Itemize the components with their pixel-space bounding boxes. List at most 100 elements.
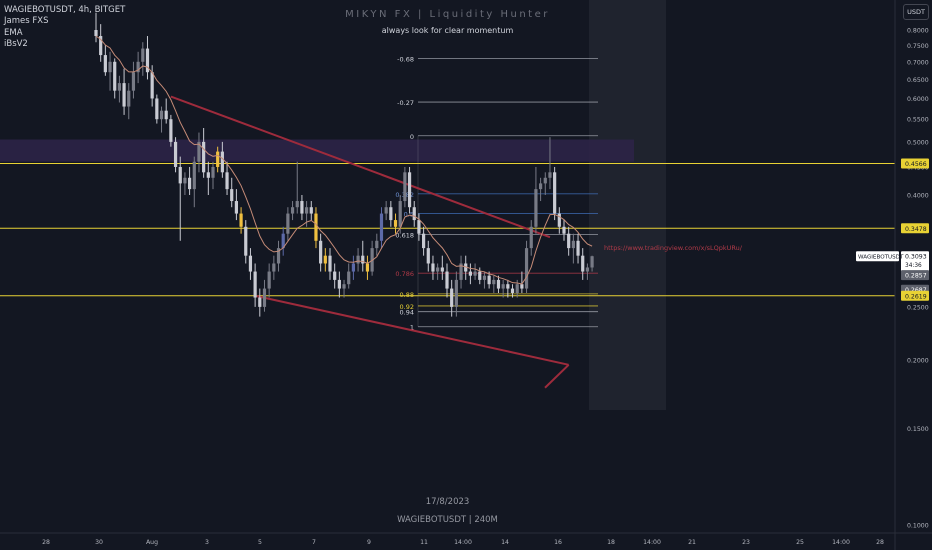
candle-body-49 bbox=[323, 255, 327, 264]
watermark-symbol: WAGIEBOTUSDT | 240M bbox=[397, 515, 498, 525]
candle-body-58 bbox=[365, 263, 370, 272]
candle-body-25 bbox=[211, 166, 215, 178]
candle-body-42 bbox=[290, 207, 295, 214]
candle-body-31 bbox=[239, 213, 243, 227]
candle-body-18 bbox=[178, 166, 182, 184]
candle-body-17 bbox=[173, 141, 178, 167]
candle-body-8 bbox=[131, 72, 136, 91]
fib-label-10: 1 bbox=[410, 324, 414, 332]
candle-body-2 bbox=[103, 55, 107, 73]
x-tick-9: 14 bbox=[501, 539, 509, 546]
candle-body-10 bbox=[141, 48, 145, 62]
x-tick-2: Aug bbox=[146, 539, 158, 546]
candle-body-21 bbox=[192, 161, 196, 190]
symbol-info: WAGIEBOTUSDT, 4h, BITGET bbox=[4, 5, 126, 15]
candle-body-45 bbox=[305, 207, 309, 214]
price-label-bg-0 bbox=[901, 158, 929, 169]
candle-body-70 bbox=[422, 233, 426, 249]
current-symbol: WAGIEBOTUSDT bbox=[858, 255, 904, 261]
candle-body-26 bbox=[216, 151, 220, 167]
fib-label-7: 0.88 bbox=[400, 291, 414, 299]
candle-body-15 bbox=[164, 110, 168, 120]
candle-body-41 bbox=[286, 213, 290, 234]
candle-body-71 bbox=[426, 248, 430, 264]
candle-body-57 bbox=[361, 255, 365, 264]
fib-label-8: 0.92 bbox=[400, 303, 414, 311]
candle-body-79 bbox=[464, 263, 468, 272]
candle-body-82 bbox=[478, 271, 482, 280]
price-label-3: 0.2857 bbox=[905, 273, 927, 280]
y-tick-6: 0.5000 bbox=[907, 139, 929, 146]
candle-body-22 bbox=[197, 141, 201, 162]
price-label-2: 0.3093 bbox=[905, 254, 927, 261]
currency-button[interactable]: USDT bbox=[903, 4, 929, 20]
candle-body-36 bbox=[262, 288, 267, 307]
trendline-1 bbox=[254, 294, 569, 366]
candle-body-77 bbox=[454, 279, 458, 307]
candle-body-73 bbox=[436, 267, 440, 272]
candle-body-99 bbox=[557, 213, 561, 227]
candle-body-34 bbox=[253, 271, 257, 298]
candle-body-69 bbox=[417, 220, 421, 234]
y-tick-14: 0.1000 bbox=[907, 523, 929, 530]
price-label-4: 0.2687 bbox=[905, 287, 927, 294]
price-countdown: 34:36 bbox=[905, 263, 922, 269]
candle-body-101 bbox=[567, 233, 571, 249]
candle-body-14 bbox=[159, 110, 164, 120]
candle-body-88 bbox=[506, 284, 510, 289]
price-label-bg-1 bbox=[901, 223, 929, 234]
current-symbol-bg bbox=[856, 251, 899, 262]
x-tick-17: 28 bbox=[876, 539, 884, 546]
candle-body-9 bbox=[136, 61, 140, 73]
candle-body-32 bbox=[244, 226, 248, 256]
y-tick-2: 0.7000 bbox=[907, 59, 929, 66]
candle-body-74 bbox=[440, 267, 444, 272]
candle-body-68 bbox=[412, 207, 416, 221]
candle-body-85 bbox=[492, 279, 496, 285]
watermark-subtitle: always look for clear momentum bbox=[381, 26, 514, 35]
candle-body-5 bbox=[117, 83, 121, 91]
candle-body-104 bbox=[581, 255, 585, 272]
candle-body-13 bbox=[155, 98, 159, 120]
candle-body-3 bbox=[108, 61, 112, 73]
candle-body-93 bbox=[529, 226, 533, 249]
candle-body-100 bbox=[562, 226, 566, 234]
fib-label-2: 0 bbox=[410, 133, 414, 141]
candle-body-6 bbox=[122, 83, 126, 107]
candle-body-63 bbox=[389, 207, 393, 221]
candle-body-92 bbox=[524, 248, 529, 289]
y-tick-11: 0.2500 bbox=[907, 304, 929, 311]
candle-body-65 bbox=[398, 201, 402, 227]
candle-body-83 bbox=[482, 275, 487, 280]
link-text: https://www.tradingview.com/x/sLQpkURu/ bbox=[604, 244, 743, 252]
candle-body-1 bbox=[99, 36, 103, 56]
candle-body-55 bbox=[351, 263, 355, 272]
candle-body-54 bbox=[347, 271, 351, 285]
candle-body-0 bbox=[94, 30, 98, 37]
candle-body-51 bbox=[333, 271, 337, 280]
candle-body-37 bbox=[267, 271, 271, 289]
candle-body-56 bbox=[356, 255, 360, 264]
x-tick-11: 18 bbox=[607, 539, 615, 546]
candle-body-105 bbox=[585, 267, 589, 272]
fib-label-9: 0.94 bbox=[400, 309, 414, 317]
x-tick-8: 14:00 bbox=[454, 539, 472, 546]
candle-body-24 bbox=[206, 172, 210, 178]
indicator-label-james-fxs: James FXS bbox=[4, 16, 49, 26]
candle-body-7 bbox=[127, 90, 131, 107]
candle-body-80 bbox=[468, 271, 472, 276]
candle-body-28 bbox=[225, 172, 229, 190]
candle-body-12 bbox=[150, 72, 154, 99]
y-tick-12: 0.2000 bbox=[907, 358, 929, 365]
candle-body-78 bbox=[459, 263, 463, 280]
x-tick-10: 16 bbox=[554, 539, 562, 546]
y-tick-8: 0.4000 bbox=[907, 193, 929, 200]
candle-body-81 bbox=[473, 271, 477, 276]
candle-body-11 bbox=[145, 48, 150, 73]
fib-label-1: -0.27 bbox=[397, 99, 414, 107]
candle-body-43 bbox=[295, 201, 299, 208]
candle-body-48 bbox=[319, 240, 323, 264]
indicator-label-ema: EMA bbox=[4, 28, 23, 38]
